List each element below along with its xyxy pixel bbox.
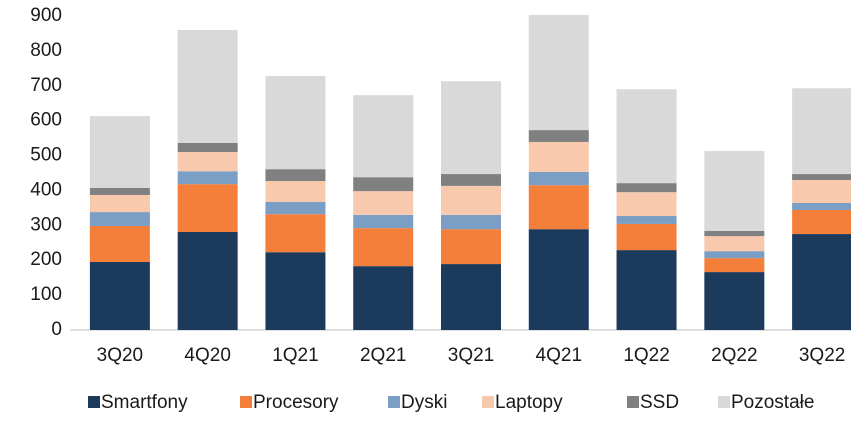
bar-segment	[528, 171, 589, 186]
legend-label: SSD	[640, 392, 679, 413]
y-tick-label: 500	[30, 145, 62, 166]
x-tick-label: 4Q21	[536, 345, 582, 366]
bar-segment	[616, 192, 677, 216]
y-tick-label: 0	[51, 319, 62, 340]
y-tick-label: 400	[30, 179, 62, 200]
bar-segment	[89, 188, 150, 195]
bar-segment	[616, 215, 677, 224]
bar-segment	[89, 116, 150, 189]
bar-segment	[89, 212, 150, 227]
legend-swatch	[718, 396, 730, 408]
bar-segment	[353, 191, 414, 215]
x-tick-label: 3Q21	[448, 345, 494, 366]
bar-segment	[265, 181, 326, 202]
x-tick-label: 2Q21	[360, 345, 406, 366]
bar-segment	[616, 250, 677, 330]
bar-segment	[89, 194, 150, 213]
bar-segment	[704, 272, 765, 330]
bar-segment	[704, 236, 765, 252]
bar-segment	[704, 258, 765, 273]
bar-segment	[353, 95, 414, 178]
legend-label: Laptopy	[495, 392, 563, 413]
y-tick-label: 700	[30, 75, 62, 96]
bar-segment	[704, 151, 765, 231]
legend-swatch	[388, 396, 400, 408]
y-tick-label: 300	[30, 214, 62, 235]
bar-segment	[177, 142, 238, 153]
bar-segment	[616, 89, 677, 184]
bar-segment	[265, 169, 326, 182]
bar-segment	[792, 203, 851, 210]
bar-segment	[616, 223, 677, 251]
bar-segment	[528, 141, 589, 172]
bar-segment	[528, 229, 589, 330]
x-tick-label: 2Q22	[711, 345, 757, 366]
y-tick-label: 800	[30, 40, 62, 61]
bar-segment	[704, 230, 765, 237]
legend-label: Procesory	[253, 392, 339, 413]
y-tick-label: 100	[30, 284, 62, 305]
bar-segment	[528, 130, 589, 142]
bar-segment	[792, 174, 851, 180]
legend-swatch	[627, 396, 639, 408]
x-tick-label: 3Q22	[799, 345, 845, 366]
bar-segment	[792, 234, 851, 330]
bar-segment	[353, 228, 414, 267]
bar-segment	[177, 29, 238, 143]
bar-segment	[353, 266, 414, 330]
bar-segment	[441, 174, 501, 186]
bar-segment	[265, 252, 326, 330]
y-tick-label: 900	[30, 5, 62, 26]
bar-segment	[441, 81, 501, 175]
bar-segment	[89, 226, 150, 262]
bar-segment	[704, 251, 765, 259]
legend-label: Smartfony	[101, 392, 188, 413]
bar-segment	[528, 14, 589, 131]
x-tick-label: 1Q21	[272, 345, 318, 366]
bar-segment	[353, 214, 414, 229]
bar-segment	[265, 76, 326, 170]
bar-segment	[177, 184, 238, 232]
bar-segment	[528, 185, 589, 230]
bar-segment	[177, 171, 238, 185]
bar-segment	[353, 177, 414, 192]
bar-segment	[792, 179, 851, 204]
bar-segment	[792, 209, 851, 235]
bar-segment	[441, 229, 501, 265]
bar-segment	[441, 185, 501, 215]
legend-swatch	[482, 396, 494, 408]
y-tick-label: 200	[30, 249, 62, 270]
legend-label: Pozostałe	[731, 392, 814, 413]
y-tick-label: 600	[30, 110, 62, 131]
bar-segment	[792, 88, 851, 175]
bar-segment	[177, 152, 238, 172]
bar-segment	[177, 231, 238, 330]
x-tick-label: 1Q22	[623, 345, 669, 366]
bar-segment	[616, 183, 677, 193]
bar-segment	[441, 214, 501, 230]
x-tick-label: 4Q20	[184, 345, 230, 366]
x-tick-label: 3Q20	[97, 345, 143, 366]
bar-segment	[265, 201, 326, 215]
bar-segment	[89, 261, 150, 330]
legend-swatch	[240, 396, 252, 408]
bar-segment	[265, 214, 326, 253]
legend-label: Dyski	[401, 392, 447, 413]
bar-segment	[441, 264, 501, 330]
legend-swatch	[88, 396, 100, 408]
